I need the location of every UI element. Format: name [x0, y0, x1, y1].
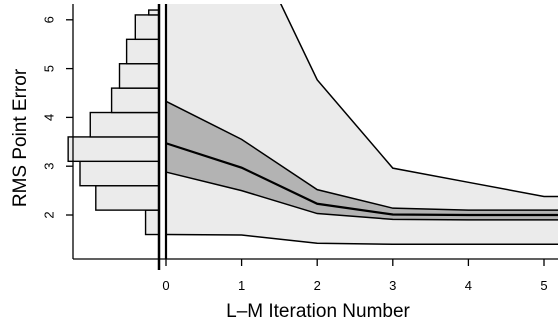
histogram-bar	[67, 136, 160, 163]
y-tick-label: 3	[42, 163, 57, 170]
histogram-bar	[144, 209, 160, 236]
axes	[66, 4, 558, 266]
y-tick-label: 6	[42, 16, 57, 23]
y-tick-label: 4	[42, 114, 57, 121]
histogram-bar	[125, 38, 160, 65]
tick-labels: 0 1 2 3 4 5 2 3 4 5 6	[42, 16, 548, 293]
x-tick-label: 3	[389, 278, 396, 293]
histogram-bar	[79, 160, 160, 187]
histogram-bar	[89, 111, 160, 138]
y-axis-title: RMS Point Error	[10, 68, 31, 207]
x-axis-title: L–M Iteration Number	[226, 301, 410, 322]
x-tick-label: 5	[540, 278, 547, 293]
histogram-bar	[148, 9, 160, 16]
series-line-0	[165, 142, 558, 217]
x-tick-label: 0	[162, 278, 169, 293]
confidence-bands	[166, 4, 558, 245]
band-fill-1	[166, 101, 558, 220]
band-upper-line-0	[280, 4, 558, 198]
histogram-bars	[67, 4, 161, 270]
band-outlines	[165, 4, 558, 246]
histogram-bar	[134, 14, 160, 41]
band-upper-line-1	[165, 100, 558, 211]
x-tick-label: 1	[238, 278, 245, 293]
band-lower-line-1	[165, 171, 558, 221]
y-tick-label: 5	[42, 65, 57, 72]
x-tick-label: 4	[465, 278, 472, 293]
histogram-bar	[118, 63, 160, 89]
y-tick-label: 2	[42, 211, 57, 218]
x-tick-label: 2	[314, 278, 321, 293]
band-lower-line-0	[165, 233, 558, 246]
histogram-bar	[95, 185, 160, 211]
histogram-bar	[110, 87, 160, 114]
